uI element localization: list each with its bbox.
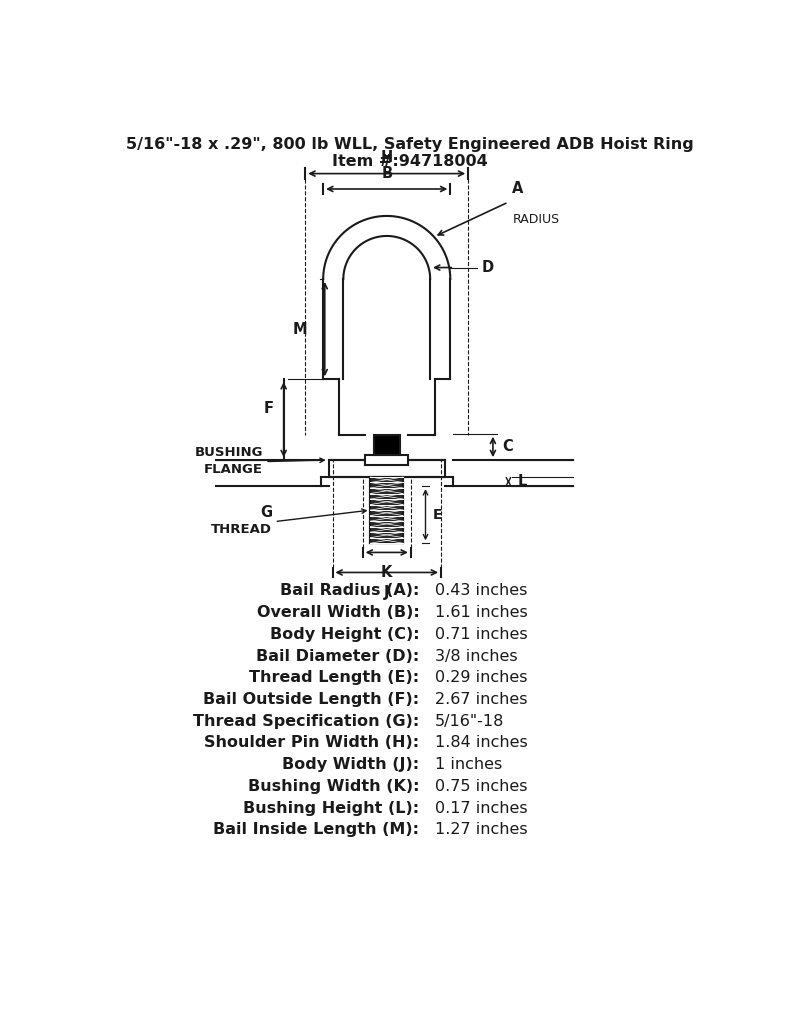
Text: 1.84 inches: 1.84 inches xyxy=(435,736,527,750)
Text: Bushing Height (L):: Bushing Height (L): xyxy=(243,801,419,815)
Text: L: L xyxy=(518,474,527,489)
Text: Body Width (J):: Body Width (J): xyxy=(282,757,419,772)
Text: E: E xyxy=(434,508,442,522)
Text: THREAD: THREAD xyxy=(211,523,272,536)
Text: C: C xyxy=(502,439,513,455)
Text: K: K xyxy=(381,565,393,580)
Text: Overall Width (B):: Overall Width (B): xyxy=(257,605,419,621)
Text: G: G xyxy=(260,505,272,520)
Text: 5/16"-18 x .29", 800 lb WLL, Safety Engineered ADB Hoist Ring: 5/16"-18 x .29", 800 lb WLL, Safety Engi… xyxy=(126,137,694,152)
Text: 2.67 inches: 2.67 inches xyxy=(435,692,527,707)
Text: RADIUS: RADIUS xyxy=(512,212,559,226)
Text: Bail Diameter (D):: Bail Diameter (D): xyxy=(256,649,419,664)
Bar xyxy=(374,435,399,455)
Text: 0.71 inches: 0.71 inches xyxy=(435,627,527,642)
Text: H: H xyxy=(381,150,393,165)
Text: M: M xyxy=(293,321,308,337)
Text: Bail Radius (A):: Bail Radius (A): xyxy=(280,583,419,599)
Text: J: J xyxy=(384,584,390,600)
Text: A: A xyxy=(512,181,524,196)
Text: Bail Inside Length (M):: Bail Inside Length (M): xyxy=(214,823,419,837)
Text: 1.61 inches: 1.61 inches xyxy=(435,605,527,621)
Text: Bail Outside Length (F):: Bail Outside Length (F): xyxy=(203,692,419,707)
Text: Shoulder Pin Width (H):: Shoulder Pin Width (H): xyxy=(204,736,419,750)
Bar xyxy=(370,477,403,543)
Text: F: F xyxy=(264,401,274,415)
Text: D: D xyxy=(482,260,494,275)
Text: Thread Specification (G):: Thread Specification (G): xyxy=(193,714,419,728)
Bar xyxy=(365,455,409,465)
Text: Thread Length (E):: Thread Length (E): xyxy=(249,670,419,685)
Text: 0.75 inches: 0.75 inches xyxy=(435,779,527,794)
Text: 1 inches: 1 inches xyxy=(435,757,502,772)
Text: B: B xyxy=(381,166,392,180)
Bar xyxy=(329,460,445,477)
Text: 3/8 inches: 3/8 inches xyxy=(435,649,518,664)
Text: 0.29 inches: 0.29 inches xyxy=(435,670,527,685)
Text: 0.17 inches: 0.17 inches xyxy=(435,801,527,815)
Text: FLANGE: FLANGE xyxy=(204,463,262,476)
Text: 1.27 inches: 1.27 inches xyxy=(435,823,527,837)
Text: Bushing Width (K):: Bushing Width (K): xyxy=(248,779,419,794)
Text: 0.43 inches: 0.43 inches xyxy=(435,583,527,599)
Text: Body Height (C):: Body Height (C): xyxy=(270,627,419,642)
Text: BUSHING: BUSHING xyxy=(194,445,262,459)
Text: Item #:94718004: Item #:94718004 xyxy=(332,153,488,169)
Text: 5/16"-18: 5/16"-18 xyxy=(435,714,504,728)
